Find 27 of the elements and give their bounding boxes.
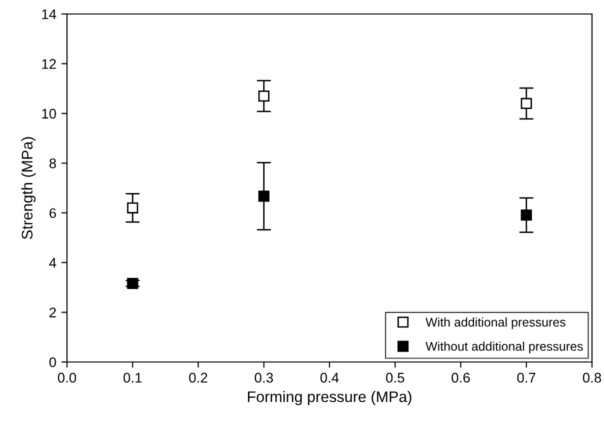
x-tick-label: 0.6 (452, 372, 470, 383)
y-tick-label: 6 (50, 208, 56, 218)
y-tick-label: 4 (49, 258, 56, 268)
point (127, 202, 138, 214)
x-tick-label: 0.3 (254, 372, 273, 383)
y-tick-label: 14 (42, 9, 56, 20)
x-tick-label: 0.4 (320, 372, 339, 383)
x-tick-label: 0.5 (386, 372, 404, 383)
x-tick-label: 0.0 (58, 372, 76, 383)
point (127, 278, 138, 290)
legend-label: Without additional pressures (426, 342, 583, 354)
point (258, 90, 270, 102)
point (520, 210, 532, 221)
x-tick-label: 0.7 (517, 372, 536, 383)
x-tick-label: 0.1 (124, 372, 142, 383)
point (520, 98, 532, 110)
legend-label: With additional pressures (426, 317, 566, 330)
y-tick-label: 0 (49, 357, 56, 368)
x-tick-label: 0.8 (582, 372, 602, 383)
x-tick-label: 0.2 (189, 372, 208, 383)
x-axis-title: Forming pressure (MPa) (248, 390, 412, 406)
y-tick-label: 10 (42, 108, 56, 119)
y-axis-title: Strength (MPa) (21, 137, 36, 240)
y-tick-label: 2 (50, 308, 56, 318)
y-tick-label: 8 (49, 158, 56, 168)
point (258, 190, 270, 202)
y-tick-label: 12 (42, 59, 56, 69)
